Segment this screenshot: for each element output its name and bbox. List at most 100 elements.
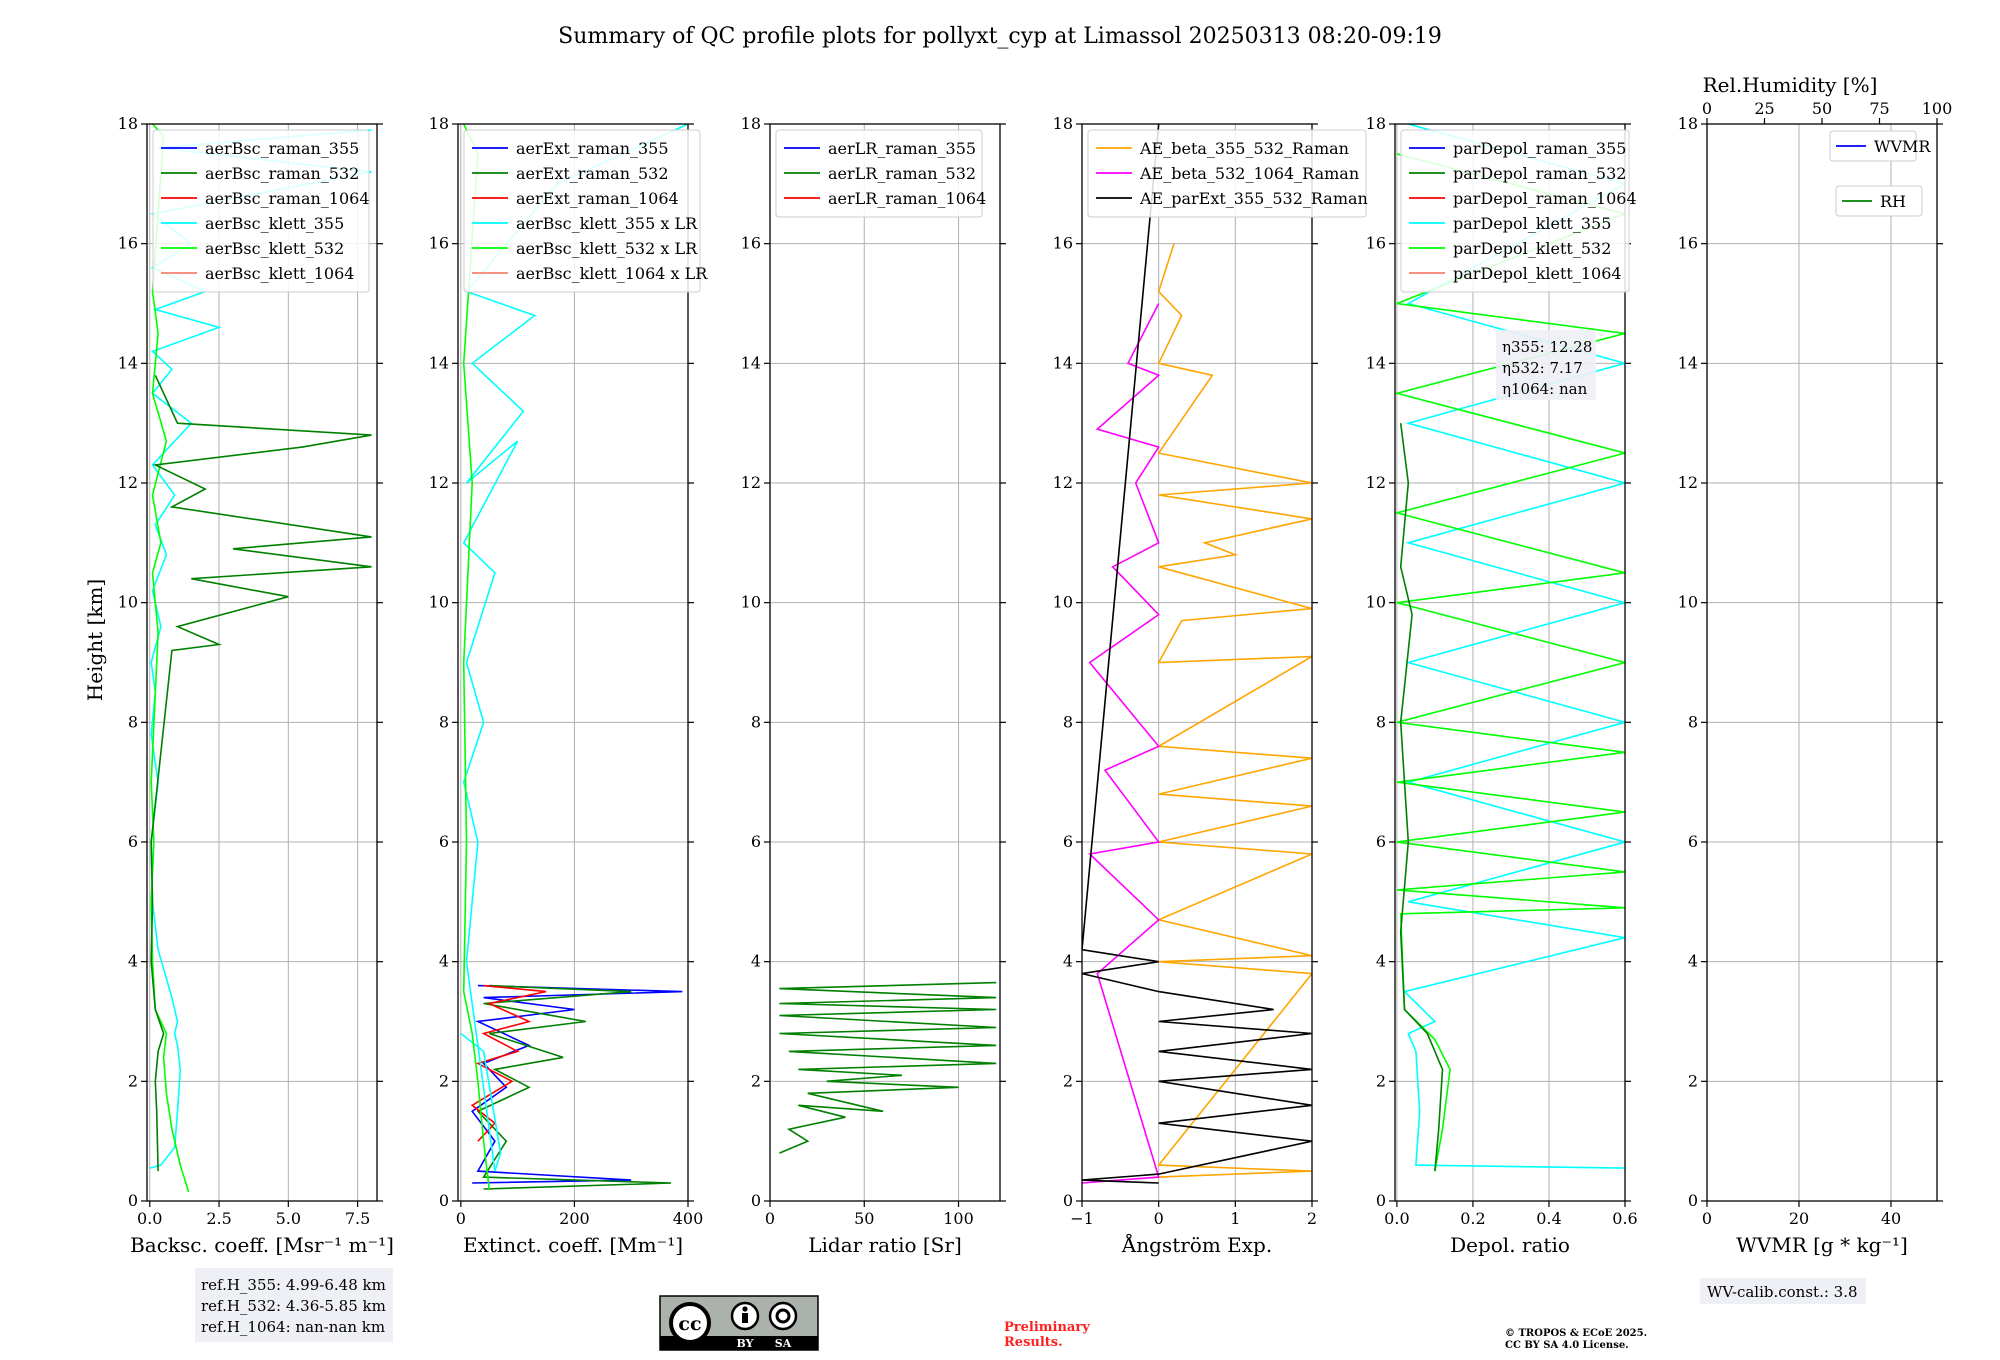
y-tick-label: 12 [741, 473, 761, 492]
y-tick-label: 6 [751, 832, 761, 851]
legend-label: RH [1880, 192, 1906, 211]
y-tick-label: 6 [1376, 832, 1386, 851]
legend-label: aerBsc_klett_1064 x LR [516, 264, 708, 283]
y-tick-label: 12 [1678, 473, 1698, 492]
legend: AE_beta_355_532_Raman AE_beta_532_1064_Ra… [1087, 129, 1368, 218]
legend-label: parDepol_raman_532 [1453, 164, 1626, 183]
x-tick-label: −1 [1070, 1209, 1094, 1228]
legend-box [1400, 129, 1630, 293]
series-AE_beta_532_1064_Raman [1082, 303, 1161, 1184]
series-aerBsc_klett_355 x LR [460, 124, 688, 1172]
ref-h-1064: ref.H_1064: nan-nan km [201, 1318, 385, 1336]
series-AE_beta_355_532_Raman [1156, 243, 1312, 1178]
x-tick-label: 0 [456, 1209, 466, 1228]
y-tick-label: 18 [429, 114, 449, 133]
legend-label: aerExt_raman_355 [516, 139, 669, 158]
y-tick-label: 4 [439, 952, 449, 971]
legend-box [463, 129, 701, 293]
y-tick-label: 2 [128, 1071, 138, 1090]
y-tick-label: 12 [118, 473, 138, 492]
series-aerLR_raman_532 [779, 981, 997, 1154]
cc-license-badge: cc BY SA [659, 1295, 819, 1351]
legend-box [775, 129, 983, 218]
legend-label: aerBsc_klett_1064 [205, 264, 354, 283]
annotation-line: η355: 12.28 [1502, 338, 1592, 356]
wv-calib-box: WV-calib.const.: 3.8 [1700, 1278, 1866, 1304]
top-x-tick-label: 100 [1922, 99, 1953, 118]
series-aerExt_raman_355 [471, 984, 683, 1184]
y-tick-label: 6 [128, 832, 138, 851]
y-tick-label: 12 [1366, 473, 1386, 492]
y-tick-label: 18 [1053, 114, 1073, 133]
y-tick-label: 16 [1678, 234, 1698, 253]
x-tick-label: 0 [1702, 1209, 1712, 1228]
legend-label: aerBsc_klett_532 [205, 239, 344, 258]
legend-label: WVMR [1874, 137, 1931, 156]
x-tick-label: 200 [559, 1209, 590, 1228]
axes-frame [146, 123, 378, 1202]
legend-label: aerBsc_raman_532 [205, 164, 359, 183]
legend-label: aerExt_raman_1064 [516, 189, 679, 208]
legend-box [1087, 129, 1367, 218]
ref-height-box: ref.H_355: 4.99-6.48 km ref.H_532: 4.36-… [195, 1268, 393, 1342]
top-x-tick-label: 50 [1812, 99, 1832, 118]
x-tick-label: 20 [1789, 1209, 1809, 1228]
axes-frame [1081, 123, 1313, 1202]
legend-label: parDepol_klett_1064 [1453, 264, 1622, 283]
y-tick-label: 0 [1063, 1191, 1073, 1210]
x-axis-label: Extinct. coeff. [Mm⁻¹] [463, 1233, 683, 1257]
y-tick-label: 8 [1376, 712, 1386, 731]
by-icon-head [742, 1306, 748, 1312]
x-tick-label: 2 [1307, 1209, 1317, 1228]
y-tick-label: 18 [1678, 114, 1698, 133]
x-tick-label: 0 [765, 1209, 775, 1228]
y-tick-label: 0 [1376, 1191, 1386, 1210]
y-tick-label: 4 [751, 952, 761, 971]
figure-title: Summary of QC profile plots for pollyxt_… [558, 24, 1442, 49]
series-parDepol_raman_532 [1399, 423, 1444, 1172]
legend-label: AE_parExt_355_532_Raman [1139, 189, 1368, 208]
y-tick-label: 16 [741, 234, 761, 253]
y-tick-label: 2 [751, 1071, 761, 1090]
y-tick-label: 12 [1053, 473, 1073, 492]
y-tick-label: 6 [439, 832, 449, 851]
panel-extinction: 0 2 4 6 8 10 12 14 16 18 0 200 400 Extinct. coeff. [M… [429, 114, 709, 1257]
legend: parDepol_raman_355 parDepol_raman_532 parD… [1400, 129, 1637, 293]
y-tick-label: 4 [128, 952, 138, 971]
top-x-tick-label: 75 [1869, 99, 1889, 118]
sa-icon [768, 1301, 798, 1331]
x-axis-label: Depol. ratio [1450, 1233, 1570, 1257]
legend-label: parDepol_raman_355 [1453, 139, 1626, 158]
legend-label: aerBsc_klett_355 x LR [516, 214, 698, 233]
preliminary-line-1: Preliminary [1004, 1320, 1090, 1335]
legend-label: parDepol_klett_532 [1453, 239, 1611, 258]
panel-backscatter: 0 2 4 6 8 10 12 14 16 18 0.0 2.5 5.0 7.5 Backsc. coeff… [118, 114, 394, 1257]
y-tick-label: 10 [1053, 593, 1073, 612]
y-tick-label: 0 [128, 1191, 138, 1210]
y-tick-label: 6 [1688, 832, 1698, 851]
x-tick-label: 1 [1230, 1209, 1240, 1228]
panel-depol: 0 2 4 6 8 10 12 14 16 18 0.0 0.2 0.4 0.6 Depol. ratio p… [1366, 114, 1638, 1257]
y-tick-label: 2 [1376, 1071, 1386, 1090]
series-aerBsc_klett_532 [150, 124, 190, 1193]
x-axis-label: Ångström Exp. [1121, 1232, 1272, 1257]
x-axis-label: WVMR [g * kg⁻¹] [1736, 1233, 1908, 1257]
legend-label: aerLR_raman_532 [828, 164, 976, 183]
series-AE_parExt_355_532_Raman [1082, 124, 1312, 1184]
y-tick-label: 6 [1063, 832, 1073, 851]
y-tick-label: 16 [118, 234, 138, 253]
y-tick-label: 8 [439, 712, 449, 731]
cc-badge-text: cc [678, 1313, 701, 1335]
y-axis-label: Height [km] [83, 579, 107, 701]
series-aerExt_raman_532 [476, 984, 672, 1190]
y-tick-label: 8 [1063, 712, 1073, 731]
copyright-line-1: © TROPOS & ECoE 2025. [1505, 1328, 1647, 1339]
legend-label: AE_beta_355_532_Raman [1139, 139, 1349, 158]
top-x-tick-label: 25 [1754, 99, 1774, 118]
y-tick-label: 14 [741, 353, 761, 372]
y-tick-label: 14 [1366, 353, 1386, 372]
